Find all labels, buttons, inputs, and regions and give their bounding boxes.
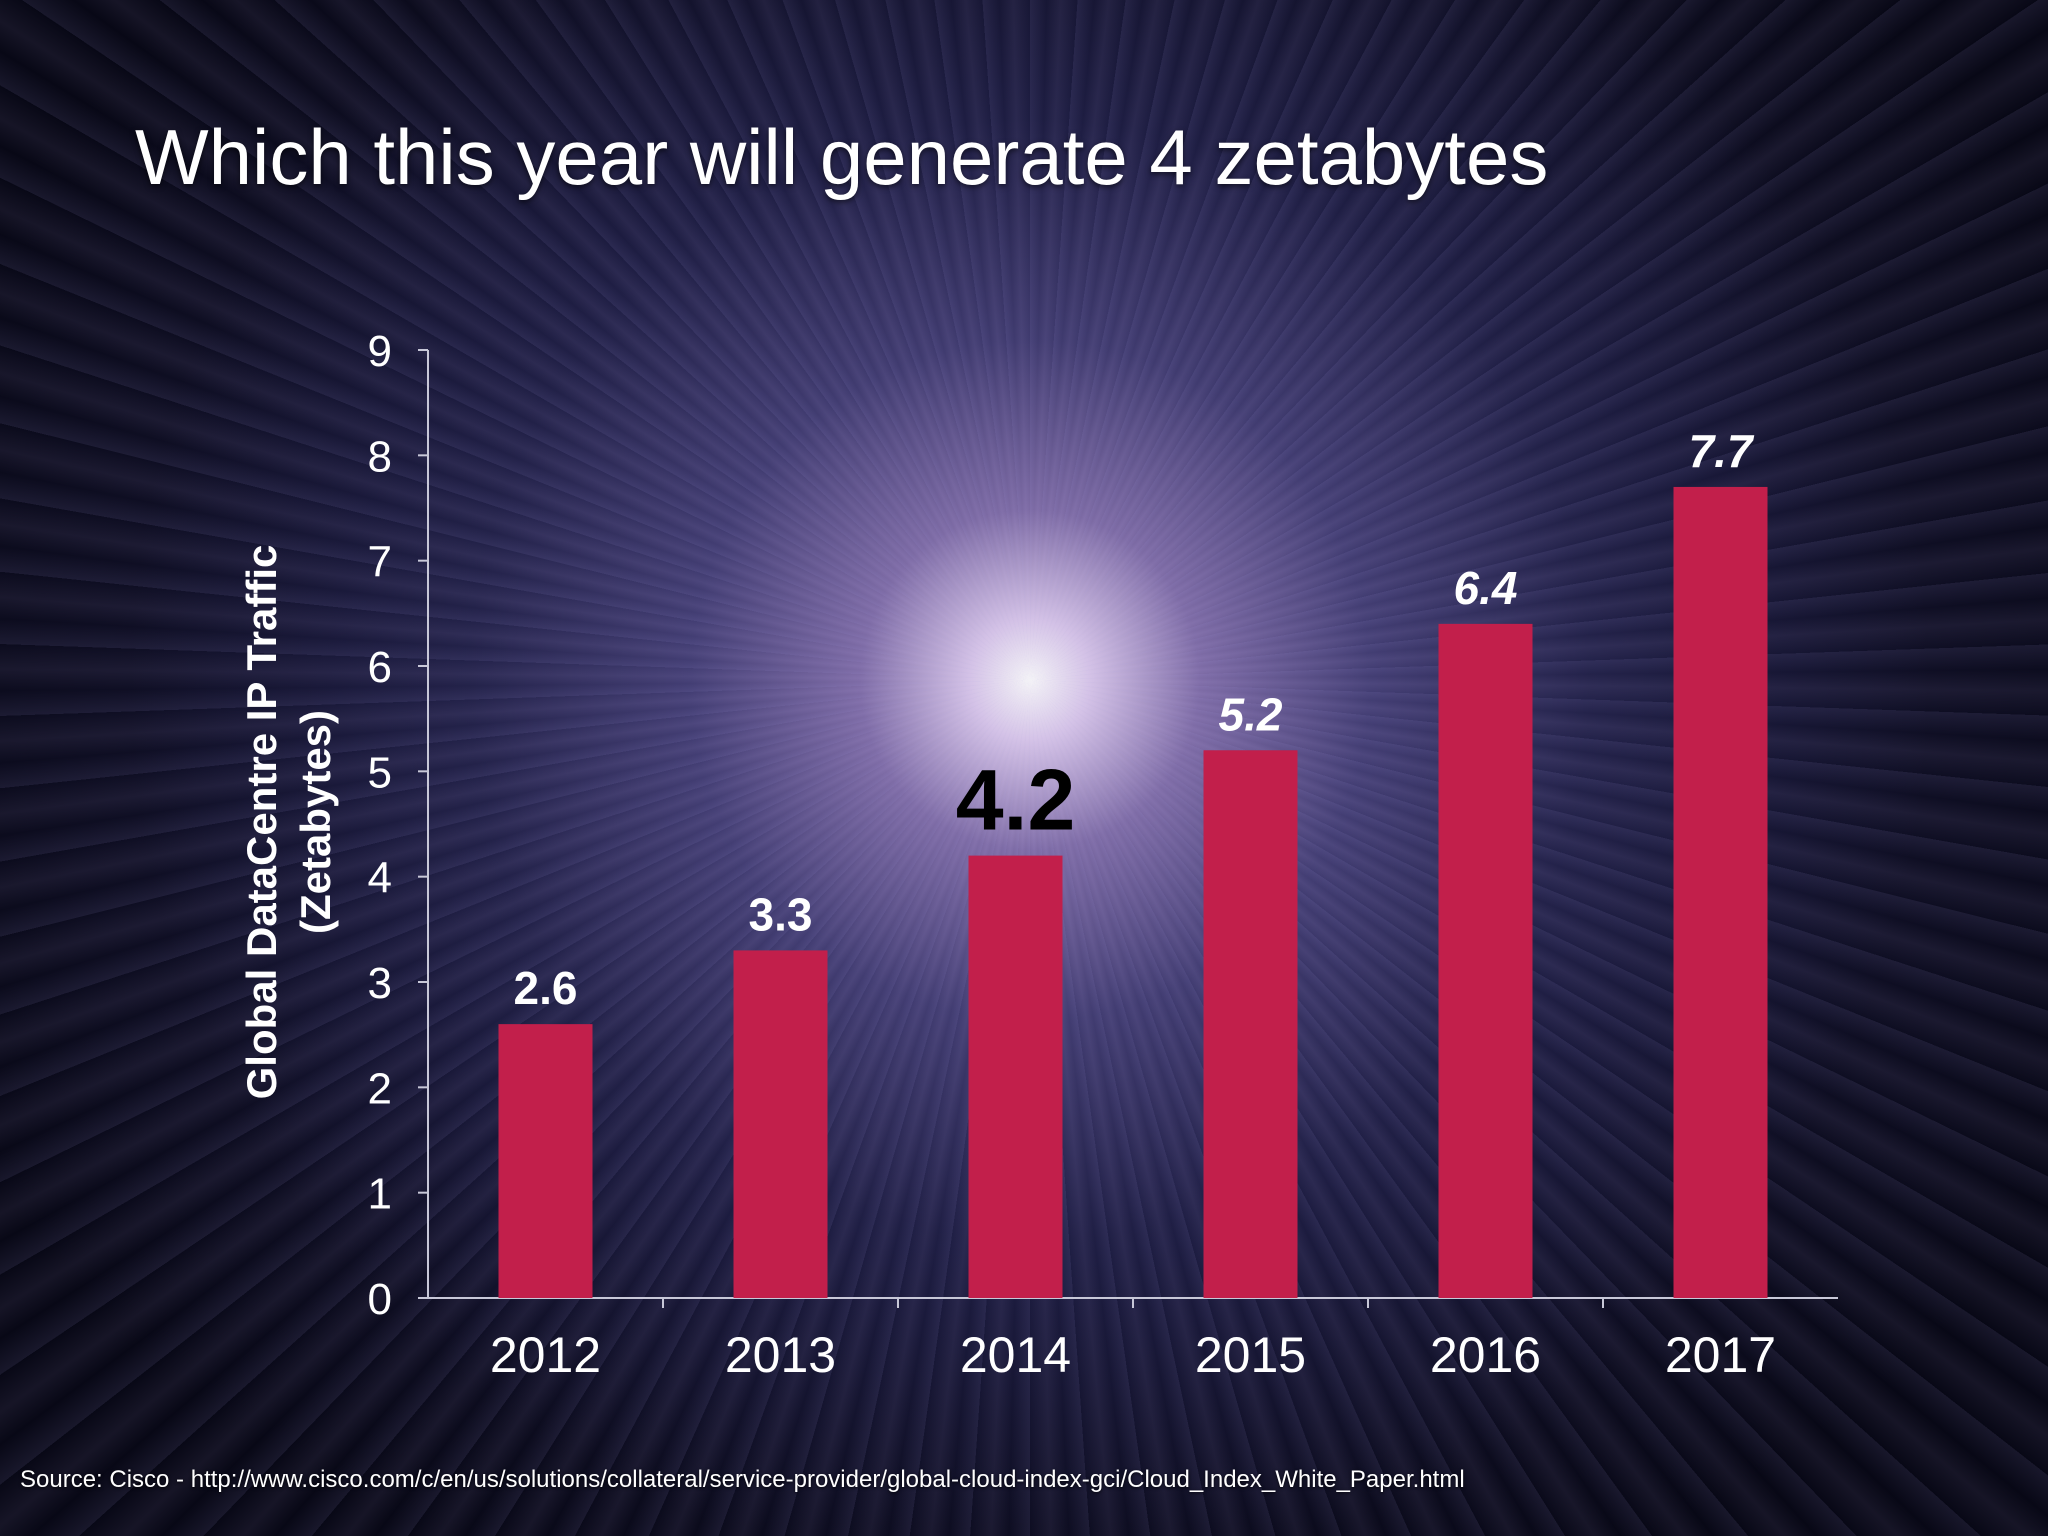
source-citation: Source: Cisco - http://www.cisco.com/c/e… bbox=[20, 1466, 1465, 1493]
x-category-label: 2015 bbox=[1195, 1327, 1306, 1383]
y-tick-label: 7 bbox=[368, 538, 392, 587]
y-tick-label: 5 bbox=[368, 748, 392, 797]
y-tick-label: 8 bbox=[368, 432, 392, 481]
bar-value-label: 7.7 bbox=[1689, 425, 1755, 477]
bar-2017 bbox=[1673, 486, 1768, 1298]
y-tick-label: 2 bbox=[368, 1064, 392, 1113]
bar-value-label: 5.2 bbox=[1219, 688, 1283, 740]
y-tick-label: 9 bbox=[368, 327, 392, 376]
y-tick-label: 3 bbox=[368, 959, 392, 1008]
y-axis-label-line1: Global DataCentre IP Traffic bbox=[238, 545, 285, 1100]
bar-value-label: 6.4 bbox=[1454, 562, 1518, 614]
bar-2013 bbox=[733, 950, 828, 1298]
y-tick-label: 4 bbox=[368, 854, 392, 903]
bar-value-label: 4.2 bbox=[956, 753, 1076, 849]
y-tick-label: 1 bbox=[368, 1170, 392, 1219]
x-category-label: 2014 bbox=[960, 1327, 1071, 1383]
y-tick-label: 6 bbox=[368, 643, 392, 692]
x-category-label: 2013 bbox=[725, 1327, 836, 1383]
x-category-label: 2017 bbox=[1665, 1327, 1776, 1383]
x-category-label: 2012 bbox=[490, 1327, 601, 1383]
x-category-label: 2016 bbox=[1430, 1327, 1541, 1383]
y-axis-title: Global DataCentre IP Traffic (Zetabytes) bbox=[238, 545, 339, 1100]
bar-value-label: 2.6 bbox=[514, 962, 578, 1014]
bar-2015 bbox=[1203, 750, 1298, 1298]
bar-2016 bbox=[1438, 623, 1533, 1298]
y-axis-label-line2: (Zetabytes) bbox=[292, 710, 339, 934]
y-tick-label: 0 bbox=[368, 1275, 392, 1324]
bar-value-label: 3.3 bbox=[749, 888, 813, 940]
bar-2012 bbox=[498, 1024, 593, 1298]
slide-title: Which this year will generate 4 zetabyte… bbox=[135, 113, 1549, 201]
bar-2014 bbox=[968, 855, 1063, 1298]
